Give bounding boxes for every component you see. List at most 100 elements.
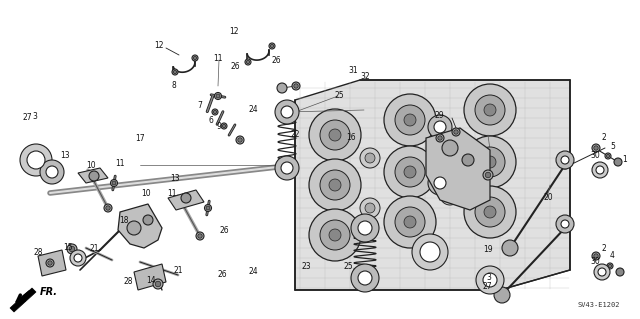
Text: 24: 24 bbox=[248, 267, 259, 276]
Circle shape bbox=[412, 234, 448, 270]
Circle shape bbox=[556, 215, 574, 233]
Polygon shape bbox=[504, 244, 516, 249]
Circle shape bbox=[476, 266, 504, 294]
Circle shape bbox=[320, 120, 350, 150]
Circle shape bbox=[475, 95, 505, 125]
Circle shape bbox=[358, 271, 372, 285]
Circle shape bbox=[438, 136, 442, 140]
Circle shape bbox=[592, 162, 608, 178]
Circle shape bbox=[213, 110, 217, 114]
Circle shape bbox=[74, 254, 82, 262]
Circle shape bbox=[221, 123, 227, 129]
Circle shape bbox=[365, 153, 375, 163]
Text: 2: 2 bbox=[602, 244, 607, 253]
Circle shape bbox=[605, 153, 611, 159]
Text: 20: 20 bbox=[543, 193, 553, 202]
Circle shape bbox=[607, 263, 613, 269]
Circle shape bbox=[420, 242, 440, 262]
Polygon shape bbox=[497, 290, 507, 296]
Text: 11: 11 bbox=[167, 189, 176, 198]
Circle shape bbox=[384, 196, 436, 248]
Text: 21: 21 bbox=[90, 244, 99, 253]
Text: 28: 28 bbox=[34, 248, 43, 256]
Circle shape bbox=[360, 198, 380, 218]
Circle shape bbox=[561, 224, 569, 232]
Circle shape bbox=[309, 159, 361, 211]
Circle shape bbox=[212, 109, 218, 115]
Circle shape bbox=[111, 180, 118, 187]
Circle shape bbox=[329, 129, 341, 141]
Circle shape bbox=[275, 156, 299, 180]
Circle shape bbox=[309, 109, 361, 161]
Circle shape bbox=[464, 136, 516, 188]
Circle shape bbox=[181, 193, 191, 203]
Text: 19: 19 bbox=[483, 245, 493, 254]
Text: 6: 6 bbox=[209, 116, 214, 125]
Circle shape bbox=[452, 128, 460, 136]
Circle shape bbox=[196, 232, 204, 240]
Circle shape bbox=[40, 160, 64, 184]
Circle shape bbox=[27, 151, 45, 169]
Text: 10: 10 bbox=[141, 189, 151, 198]
Text: 13: 13 bbox=[60, 151, 70, 160]
Text: SV43-E1202: SV43-E1202 bbox=[577, 302, 620, 308]
Circle shape bbox=[594, 146, 598, 150]
Circle shape bbox=[358, 221, 372, 235]
Circle shape bbox=[89, 171, 99, 181]
Circle shape bbox=[245, 59, 251, 65]
Circle shape bbox=[104, 204, 112, 212]
Circle shape bbox=[329, 229, 341, 241]
Text: 31: 31 bbox=[348, 66, 358, 75]
Circle shape bbox=[436, 134, 444, 142]
Circle shape bbox=[48, 261, 52, 265]
Text: 30: 30 bbox=[590, 151, 600, 160]
Circle shape bbox=[206, 206, 210, 210]
Polygon shape bbox=[78, 168, 108, 183]
Circle shape bbox=[434, 177, 446, 189]
Circle shape bbox=[484, 206, 496, 218]
Circle shape bbox=[462, 154, 474, 166]
Circle shape bbox=[309, 209, 361, 261]
Circle shape bbox=[434, 121, 446, 133]
Text: 7: 7 bbox=[197, 101, 202, 110]
Circle shape bbox=[464, 84, 516, 136]
Circle shape bbox=[485, 172, 491, 178]
Circle shape bbox=[216, 94, 220, 98]
Circle shape bbox=[156, 281, 161, 287]
Text: 3: 3 bbox=[32, 112, 37, 121]
Circle shape bbox=[384, 94, 436, 146]
Circle shape bbox=[475, 197, 505, 227]
Circle shape bbox=[404, 114, 416, 126]
Circle shape bbox=[67, 244, 77, 254]
Text: 29: 29 bbox=[434, 111, 444, 120]
Circle shape bbox=[606, 154, 610, 158]
Text: 3: 3 bbox=[486, 273, 492, 282]
Circle shape bbox=[596, 166, 604, 174]
Circle shape bbox=[20, 144, 52, 176]
Circle shape bbox=[484, 104, 496, 116]
Text: 26: 26 bbox=[219, 226, 229, 235]
Text: 25: 25 bbox=[343, 262, 353, 271]
Circle shape bbox=[192, 55, 198, 61]
Circle shape bbox=[594, 254, 598, 258]
Text: 10: 10 bbox=[86, 161, 96, 170]
Circle shape bbox=[475, 147, 505, 177]
Circle shape bbox=[269, 43, 275, 49]
Circle shape bbox=[214, 93, 221, 100]
Circle shape bbox=[556, 151, 574, 169]
Circle shape bbox=[275, 100, 299, 124]
Text: 18: 18 bbox=[120, 216, 129, 225]
Circle shape bbox=[351, 214, 379, 242]
Text: 11: 11 bbox=[116, 159, 125, 168]
Circle shape bbox=[198, 234, 202, 238]
Circle shape bbox=[502, 240, 518, 256]
Polygon shape bbox=[168, 190, 204, 210]
Circle shape bbox=[360, 148, 380, 168]
Circle shape bbox=[428, 171, 452, 195]
Circle shape bbox=[484, 156, 496, 168]
Text: 24: 24 bbox=[248, 105, 259, 114]
Circle shape bbox=[70, 250, 86, 266]
Polygon shape bbox=[38, 250, 66, 276]
Circle shape bbox=[440, 185, 460, 205]
Circle shape bbox=[46, 259, 54, 267]
